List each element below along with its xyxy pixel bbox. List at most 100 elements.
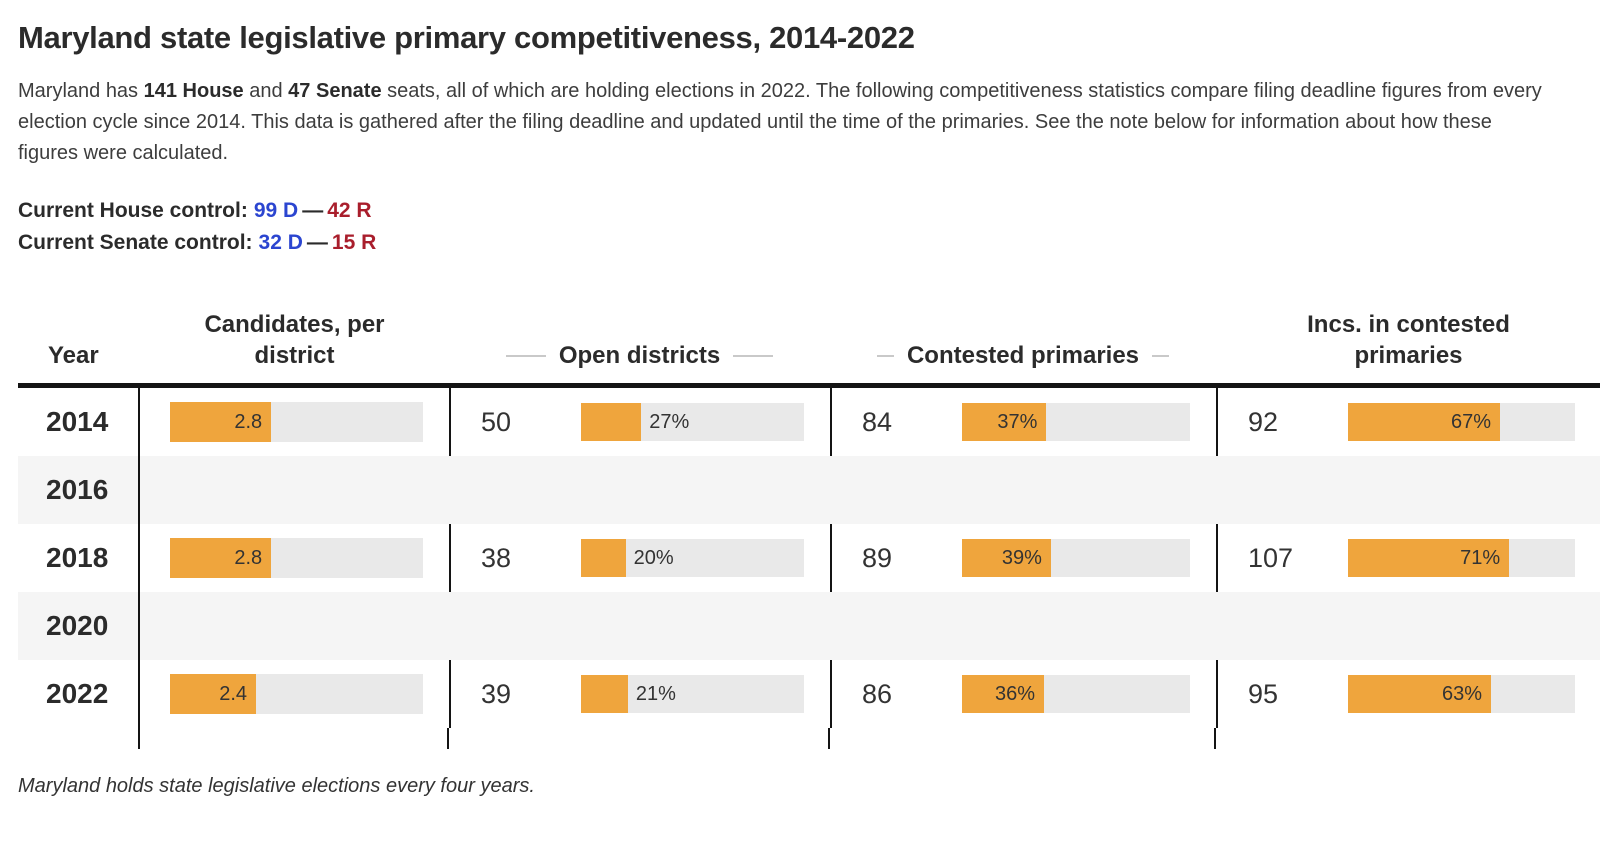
incs-in-contested-cell: 92 67% xyxy=(1216,388,1600,456)
house-control-label: Current House control: xyxy=(18,199,248,222)
table-row-2022: 2022 2.4 39 21% 86 36% xyxy=(18,660,1600,728)
contested-primaries-cell: 89 39% xyxy=(830,524,1216,592)
table-row-2016: 2016 xyxy=(18,456,1600,524)
intro-text: seats, all of which are holding election… xyxy=(18,80,1542,164)
count-value: 95 xyxy=(1248,678,1279,709)
count-value: 89 xyxy=(862,542,893,573)
house-seats-count: 141 House xyxy=(143,80,244,102)
bar-fill: 63% xyxy=(1348,675,1491,713)
candidates-bar: 2.4 xyxy=(170,674,423,714)
count-value: 107 xyxy=(1248,542,1294,573)
intro-paragraph: Maryland has 141 House and 47 Senate sea… xyxy=(18,76,1550,169)
bar-value-label: 2.8 xyxy=(234,546,263,569)
header-dash-line xyxy=(733,354,774,357)
incs-in-contested-cell: 95 63% xyxy=(1216,660,1600,728)
senate-control-line: Current Senate control: 32 D —15 R xyxy=(18,227,1584,259)
house-rep-count: 42 R xyxy=(327,199,372,222)
incs-in-contested-cell: 107 71% xyxy=(1216,524,1600,592)
table-row-2014: 2014 2.8 50 27% 84 37% xyxy=(18,388,1600,456)
bar-value-label: 2.8 xyxy=(234,410,263,433)
header-incs-in-contested-primaries: Incs. in contested primaries xyxy=(1216,309,1600,371)
bar-fill: 2.8 xyxy=(170,538,272,578)
count-value: 50 xyxy=(481,406,512,437)
table-row-2020: 2020 xyxy=(18,592,1600,660)
contested-primaries-bar: 39% xyxy=(962,539,1190,577)
contested-primaries-bar: 37% xyxy=(962,403,1190,441)
incs-in-contested-bar: 71% xyxy=(1348,539,1575,577)
bar-percent-label: 20% xyxy=(633,546,674,569)
bar-fill: 2.4 xyxy=(170,674,257,714)
year-cell: 2016 xyxy=(18,456,140,524)
intro-text: Maryland has xyxy=(18,80,144,102)
bar-fill xyxy=(581,675,628,713)
header-dash-line xyxy=(876,354,894,357)
senate-control-label: Current Senate control: xyxy=(18,231,253,254)
incs-in-contested-bar: 67% xyxy=(1348,403,1575,441)
candidates-cell: 2.8 xyxy=(140,388,449,456)
bar-fill: 2.8 xyxy=(170,402,272,442)
candidates-cell: 2.4 xyxy=(140,660,449,728)
table-header-row: Year Candidates, per district Open distr… xyxy=(18,309,1600,383)
bar-fill: 36% xyxy=(962,675,1045,713)
header-label: Candidates, per district xyxy=(204,311,385,369)
bar-percent-label: 63% xyxy=(1441,682,1482,705)
senate-dem-count: 32 D xyxy=(258,231,303,254)
bar-fill xyxy=(581,539,626,577)
open-districts-cell: 39 21% xyxy=(449,660,830,728)
control-dash: — xyxy=(302,199,324,222)
empty-row-area xyxy=(140,592,1600,660)
year-cell: 2022 xyxy=(18,660,140,728)
bar-percent-label: 36% xyxy=(995,682,1036,705)
control-dash: — xyxy=(306,231,328,254)
bar-percent-label: 67% xyxy=(1451,410,1492,433)
open-districts-bar: 27% xyxy=(581,403,804,441)
intro-text: and xyxy=(243,80,289,102)
open-districts-cell: 38 20% xyxy=(449,524,830,592)
header-dash-line xyxy=(1152,354,1170,357)
header-open-districts: Open districts xyxy=(449,340,830,371)
incs-in-contested-bar: 63% xyxy=(1348,675,1575,713)
house-dem-count: 99 D xyxy=(253,199,299,222)
chamber-control-summary: Current House control: 99 D —42 R Current … xyxy=(18,195,1584,259)
bar-fill: 71% xyxy=(1348,539,1510,577)
bar-fill: 39% xyxy=(962,539,1051,577)
count-value: 86 xyxy=(862,678,893,709)
open-districts-cell: 50 27% xyxy=(449,388,830,456)
table-top-border xyxy=(18,383,1600,388)
header-label: Contested primaries xyxy=(906,342,1140,369)
open-districts-bar: 21% xyxy=(581,675,804,713)
table-row-2018: 2018 2.8 38 20% 89 39% xyxy=(18,524,1600,592)
footnote: Maryland holds state legislative electio… xyxy=(18,775,535,797)
bar-fill xyxy=(581,403,642,441)
header-year: Year xyxy=(48,342,99,369)
page-title: Maryland state legislative primary compe… xyxy=(18,20,915,55)
column-divider-stub xyxy=(1214,728,1216,749)
column-divider-stub xyxy=(138,728,140,749)
bar-value-label: 2.4 xyxy=(219,682,248,705)
bar-percent-label: 37% xyxy=(997,410,1038,433)
bar-percent-label: 21% xyxy=(635,682,676,705)
senate-seats-count: 47 Senate xyxy=(288,80,382,102)
contested-primaries-bar: 36% xyxy=(962,675,1190,713)
header-label: Incs. in contested primaries xyxy=(1307,311,1510,369)
bar-percent-label: 39% xyxy=(1001,546,1042,569)
open-districts-bar: 20% xyxy=(581,539,804,577)
contested-primaries-cell: 84 37% xyxy=(830,388,1216,456)
competitiveness-table: Year Candidates, per district Open distr… xyxy=(18,309,1600,749)
bar-fill: 37% xyxy=(962,403,1047,441)
header-label: Open districts xyxy=(558,342,721,369)
empty-row-area xyxy=(140,456,1600,524)
house-control-line: Current House control: 99 D —42 R xyxy=(18,195,1584,227)
count-value: 92 xyxy=(1248,406,1279,437)
header-contested-primaries: Contested primaries xyxy=(830,340,1216,371)
candidates-bar: 2.8 xyxy=(170,402,423,442)
senate-rep-count: 15 R xyxy=(331,231,377,254)
column-divider-stub xyxy=(828,728,830,749)
year-cell: 2014 xyxy=(18,388,140,456)
year-cell: 2020 xyxy=(18,592,140,660)
count-value: 38 xyxy=(481,542,512,573)
candidates-bar: 2.8 xyxy=(170,538,423,578)
header-candidates-per-district: Candidates, per district xyxy=(140,309,449,371)
header-dash-line xyxy=(505,354,546,357)
